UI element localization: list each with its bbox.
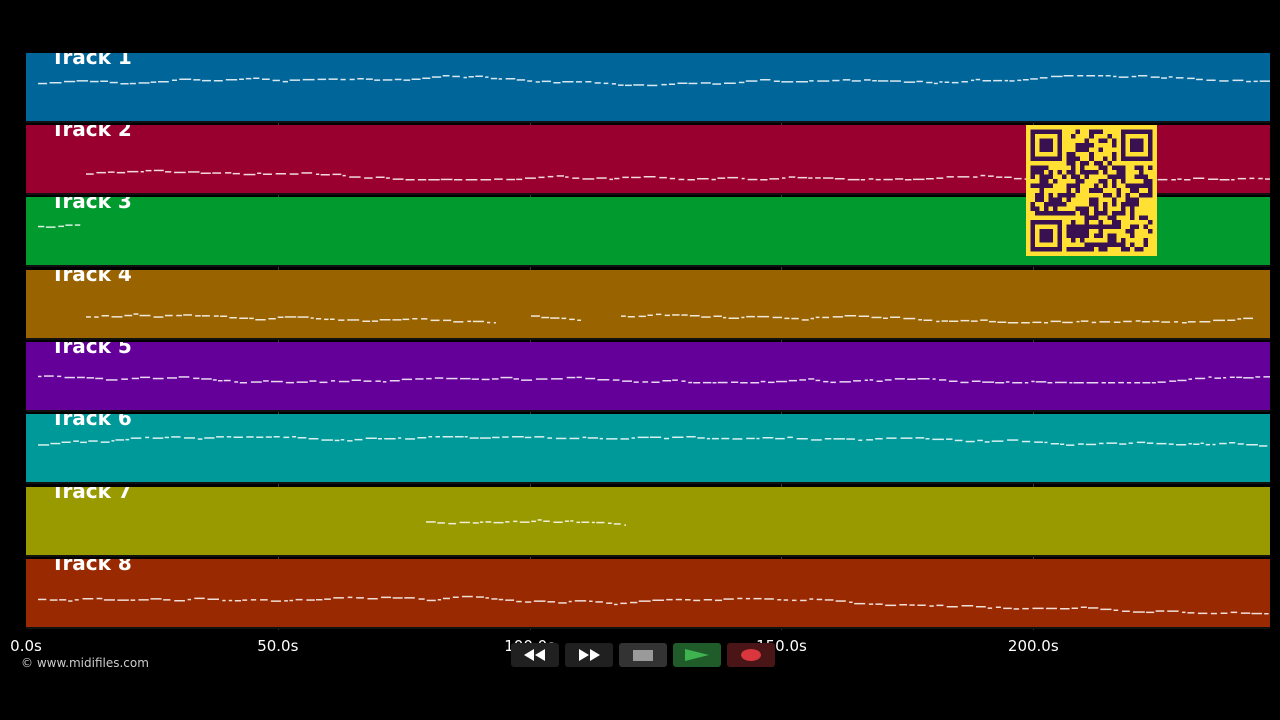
play-icon xyxy=(685,649,709,661)
time-tick: 200.0s xyxy=(1007,637,1059,655)
stop-button[interactable] xyxy=(619,643,667,667)
grid-line xyxy=(1033,53,1035,630)
fast-forward-icon xyxy=(579,649,600,661)
record-button[interactable] xyxy=(727,643,775,667)
track-notes xyxy=(38,375,1270,384)
grid-line xyxy=(781,53,783,630)
track-lane-5[interactable]: Track 5 xyxy=(26,342,1270,412)
stop-icon xyxy=(633,650,653,661)
track-label: Track 6 xyxy=(51,414,132,430)
play-button[interactable] xyxy=(673,643,721,667)
grid-line xyxy=(277,53,279,630)
track-label: Track 7 xyxy=(51,487,132,503)
track-label: Track 5 xyxy=(51,342,132,358)
time-tick: 50.0s xyxy=(257,637,299,655)
track-lane-8[interactable]: Track 8 xyxy=(26,559,1270,629)
track-lane-4[interactable]: Track 4 xyxy=(26,270,1270,340)
track-label: Track 3 xyxy=(51,197,132,213)
rewind-icon xyxy=(524,649,545,661)
record-icon xyxy=(741,649,761,661)
track-label: Track 4 xyxy=(51,270,132,286)
track-notes xyxy=(86,313,1254,324)
transport-controls xyxy=(511,643,775,667)
fast-forward-button[interactable] xyxy=(565,643,613,667)
track-lane-6[interactable]: Track 6 xyxy=(26,414,1270,484)
copyright-text: © www.midifiles.com xyxy=(21,656,149,670)
track-notes xyxy=(38,595,1269,615)
time-tick: 0.0s xyxy=(10,637,42,655)
track-notes xyxy=(38,224,81,228)
track-label: Track 2 xyxy=(51,125,132,141)
track-label: Track 1 xyxy=(51,53,132,69)
track-lane-1[interactable]: Track 1 xyxy=(26,53,1270,123)
track-notes xyxy=(38,75,1270,87)
track-notes xyxy=(426,519,627,526)
qr-code xyxy=(1026,125,1157,256)
track-notes xyxy=(38,436,1268,447)
rewind-button[interactable] xyxy=(511,643,559,667)
grid-line xyxy=(529,53,531,630)
track-lane-7[interactable]: Track 7 xyxy=(26,487,1270,557)
track-label: Track 8 xyxy=(51,559,132,575)
